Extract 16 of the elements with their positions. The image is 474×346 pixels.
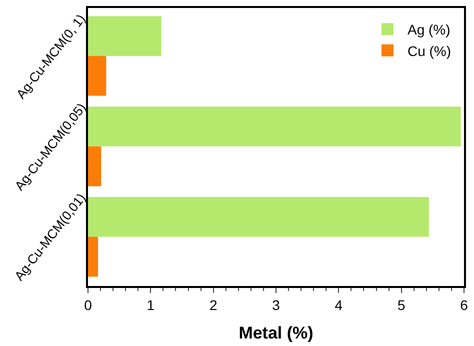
- x-tick-label: 1: [146, 296, 155, 313]
- bar: [88, 146, 102, 186]
- x-tick-label: 3: [272, 296, 280, 313]
- bar: [88, 16, 162, 56]
- legend-label: Ag (%): [407, 22, 450, 38]
- x-tick-label: 0: [84, 296, 92, 313]
- x-tick-label: 4: [334, 296, 343, 313]
- bar: [88, 56, 106, 96]
- bar: [88, 197, 429, 237]
- x-tick-label: 5: [397, 296, 406, 313]
- bar: [88, 106, 461, 146]
- legend-label: Cu (%): [407, 42, 452, 59]
- x-tick-label: 2: [209, 296, 218, 313]
- x-axis-title: Metal (%): [238, 324, 314, 343]
- bar: [88, 236, 98, 277]
- x-tick-label: 6: [460, 296, 468, 313]
